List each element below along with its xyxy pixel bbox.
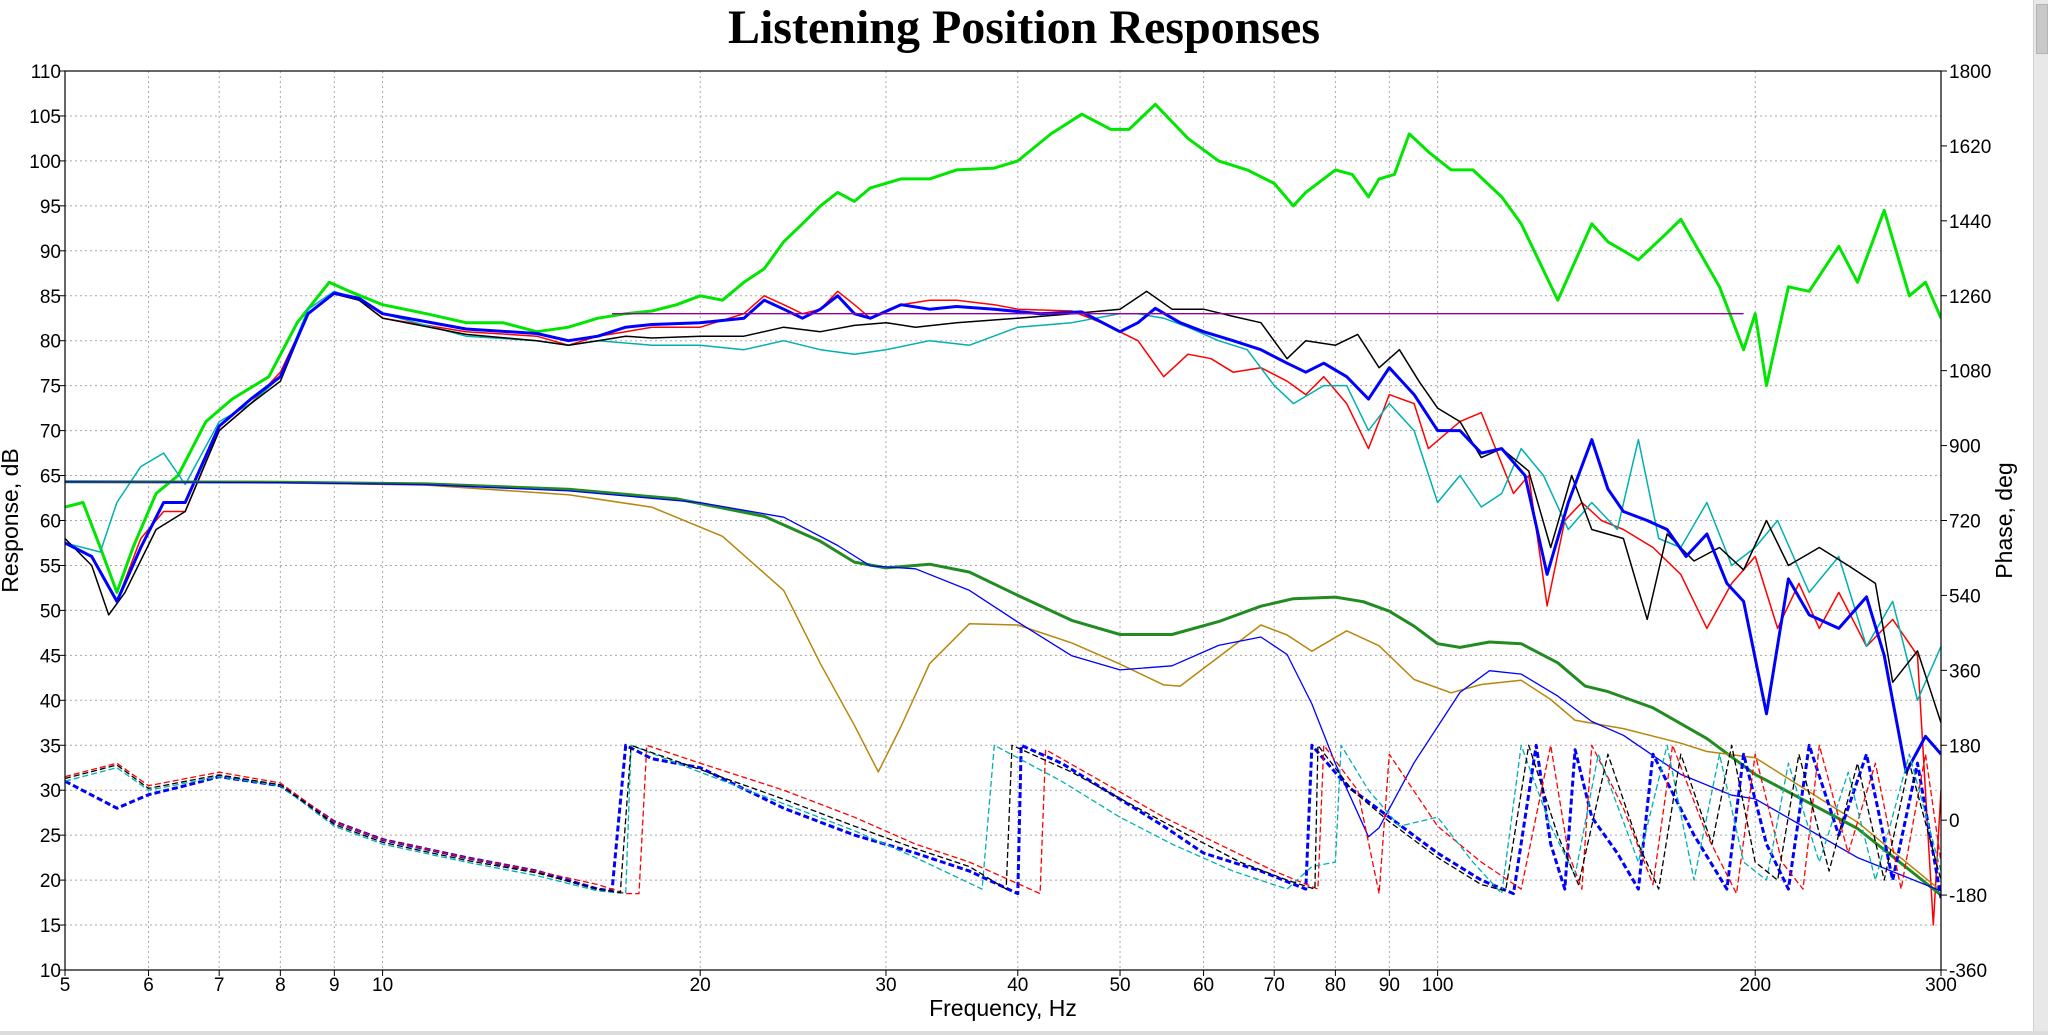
- y2-tick-label: 180: [1949, 736, 1981, 757]
- y-tick-label: 65: [40, 467, 61, 488]
- y2-tick-label: -360: [1949, 961, 1987, 982]
- y2-axis-ticks: -360 -180 0 180 360 540 720 900 1080 1260 1440 1620…: [1941, 62, 1991, 982]
- grid-lines: [64, 70, 1942, 971]
- x-tick-label: 90: [1379, 975, 1400, 996]
- y2-tick-label: 1800: [1949, 62, 1991, 83]
- series-line-12: [65, 744, 1941, 895]
- x-tick-label: 9: [329, 975, 340, 996]
- y-tick-label: 75: [40, 377, 61, 398]
- y-tick-label: 45: [40, 646, 61, 667]
- window-bottom-edge: [0, 1031, 2048, 1035]
- x-tick-label: 8: [275, 975, 286, 996]
- series-line-13: [65, 744, 1941, 894]
- y-axis-ticks: 10 15 20 25 30 35 40 45 50 55 60 65 70 75 80 85 90 95 100 1…: [29, 62, 65, 982]
- y-tick-label: 95: [40, 197, 61, 218]
- chart-title: Listening Position Responses: [727, 1, 1321, 54]
- x-tick-label: 5: [60, 975, 71, 996]
- x-tick-label: 40: [1007, 975, 1028, 996]
- y-tick-label: 70: [40, 422, 61, 443]
- y-tick-label: 105: [29, 107, 61, 128]
- y2-tick-label: 0: [1949, 811, 1960, 832]
- y-tick-label: 80: [40, 332, 61, 353]
- x-tick-label: 6: [143, 975, 154, 996]
- plot-series: [65, 102, 1941, 926]
- x-tick-label: 80: [1325, 975, 1346, 996]
- x-tick-label: 7: [214, 975, 225, 996]
- series-line-9: [65, 481, 1941, 892]
- series-line-10: [65, 743, 1941, 899]
- y-tick-label: 15: [40, 916, 61, 937]
- series-line-3: [65, 290, 1941, 702]
- x-tick-label: 30: [875, 975, 896, 996]
- y-tick-label: 110: [31, 62, 61, 83]
- x-tick-label: 200: [1739, 975, 1771, 996]
- x-tick-label: 10: [372, 975, 393, 996]
- x-tick-label: 60: [1193, 975, 1214, 996]
- y2-tick-label: 900: [1949, 437, 1981, 458]
- y-tick-label: 40: [40, 691, 61, 712]
- y-axis-title: Response, dB: [0, 448, 23, 592]
- x-tick-label: 50: [1109, 975, 1130, 996]
- vertical-scrollbar[interactable]: [2033, 0, 2048, 1035]
- series-line-1: [65, 102, 1941, 594]
- y2-tick-label: -180: [1949, 886, 1987, 907]
- series-line-5: [65, 291, 1941, 774]
- series-line-7: [65, 480, 1941, 897]
- y2-axis-title: Phase, deg: [1991, 462, 2017, 578]
- y-tick-label: 25: [40, 826, 61, 847]
- series-line-8: [65, 481, 1941, 892]
- x-tick-label: 20: [690, 975, 711, 996]
- y2-tick-label: 1620: [1949, 137, 1991, 158]
- y2-tick-label: 720: [1949, 512, 1981, 533]
- series-line-2: [65, 290, 1941, 926]
- y-tick-label: 100: [29, 152, 61, 173]
- plot-frame: [64, 70, 1942, 971]
- y-tick-label: 60: [40, 512, 61, 533]
- y-tick-label: 55: [40, 556, 61, 577]
- y2-tick-label: 540: [1949, 586, 1981, 607]
- y2-tick-label: 1440: [1949, 212, 1991, 233]
- y-tick-label: 10: [40, 961, 61, 982]
- y2-tick-label: 1260: [1949, 287, 1991, 308]
- y-tick-label: 20: [40, 871, 61, 892]
- series-line-4: [65, 290, 1941, 724]
- y-tick-label: 85: [40, 287, 61, 308]
- y2-tick-label: 1080: [1949, 362, 1991, 383]
- x-tick-label: 70: [1264, 975, 1285, 996]
- y-tick-label: 30: [40, 781, 61, 802]
- x-axis-ticks: 5 6 7 8 9 10 20 30 40 50 60 70 80 90 100 200 300: [60, 970, 1957, 996]
- x-tick-label: 300: [1925, 975, 1957, 996]
- y-tick-label: 35: [40, 736, 61, 757]
- x-tick-label: 100: [1422, 975, 1454, 996]
- y-tick-label: 50: [40, 601, 61, 622]
- x-axis-title: Frequency, Hz: [929, 995, 1077, 1021]
- scrollbar-thumb[interactable]: [2036, 4, 2048, 54]
- y2-tick-label: 360: [1949, 661, 1981, 682]
- y-tick-label: 90: [40, 242, 61, 263]
